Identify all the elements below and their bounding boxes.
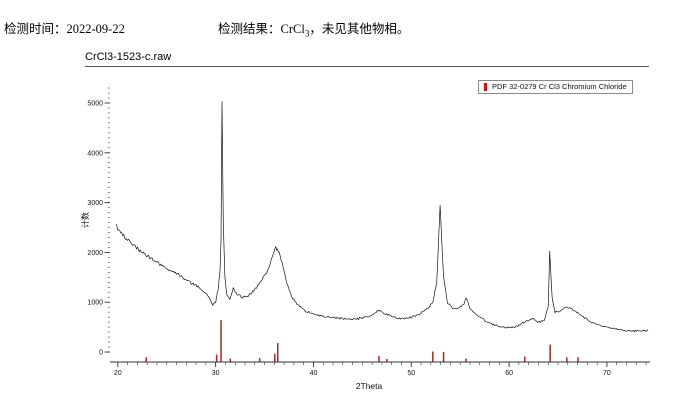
reference-stick-pattern	[145, 320, 579, 362]
chart-title: CrCl3-1523-c.raw	[85, 51, 172, 63]
y-axis-title: 计数	[80, 212, 90, 228]
svg-text:70: 70	[603, 370, 611, 377]
reference-pattern-marker-icon	[484, 83, 487, 91]
report-header: 检测时间：2022-09-22 检测结果：CrCl3，未见其他物相。	[4, 18, 674, 39]
test-result-formula: CrCl	[280, 22, 305, 36]
svg-text:2000: 2000	[87, 250, 103, 257]
svg-text:60: 60	[505, 370, 513, 377]
legend-label: PDF 32-0279 Cr Cl3 Chromium Chloride	[492, 82, 627, 91]
test-result-label: 检测结果：	[218, 22, 281, 36]
test-time-label: 检测时间：	[4, 22, 67, 36]
svg-text:40: 40	[310, 370, 318, 377]
y-axis: 0 1000 2000 3000 4000 5000 计数	[80, 87, 110, 357]
x-axis: 20 30 40 50 60 70 2Theta	[110, 361, 650, 391]
svg-text:5000: 5000	[87, 101, 103, 108]
svg-text:1000: 1000	[87, 300, 103, 307]
svg-text:20: 20	[114, 370, 122, 377]
test-time: 检测时间：2022-09-22	[4, 18, 125, 37]
test-result-suffix: ，未见其他物相。	[309, 22, 410, 36]
svg-text:4000: 4000	[87, 150, 103, 157]
svg-text:50: 50	[407, 370, 415, 377]
diffraction-curve	[115, 101, 649, 333]
svg-text:30: 30	[212, 370, 220, 377]
test-time-value: 2022-09-22	[66, 22, 125, 36]
test-result-formula-subscript: 3	[304, 28, 310, 39]
title-underline	[85, 66, 649, 67]
test-result: 检测结果：CrCl3，未见其他物相。	[218, 18, 409, 39]
legend: PDF 32-0279 Cr Cl3 Chromium Chloride	[478, 80, 633, 94]
svg-text:3000: 3000	[87, 200, 103, 207]
svg-text:0: 0	[99, 350, 103, 357]
x-axis-title: 2Theta	[356, 381, 383, 391]
